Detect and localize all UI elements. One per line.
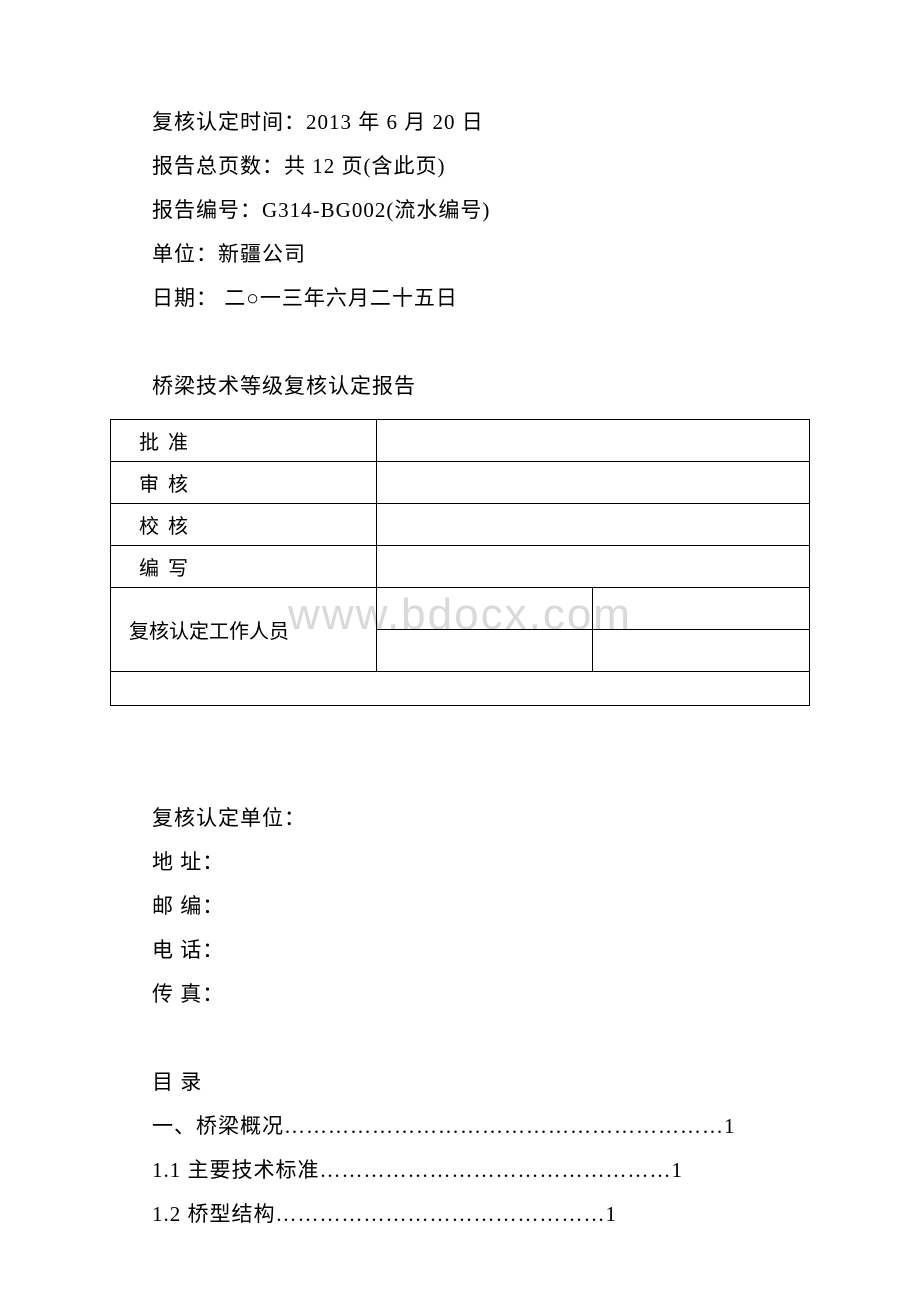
- approval-label-check: 校 核: [111, 503, 377, 545]
- approval-label-staff: 复核认定工作人员: [111, 587, 377, 671]
- table-row: 复核认定工作人员: [111, 587, 810, 629]
- approval-value-review: [376, 461, 809, 503]
- report-no-line: 报告编号：G314-BG002(流水编号): [110, 188, 810, 232]
- approval-value-staff-4: [593, 629, 810, 671]
- toc-title: 目 录: [110, 1060, 810, 1104]
- table-row: [111, 671, 810, 705]
- total-pages-line: 报告总页数：共 12 页(含此页): [110, 144, 810, 188]
- approval-table: 批 准 审 核 校 核 编 写 复核认定工作人员: [110, 419, 810, 706]
- toc-item-1: 一、桥梁概况……………………………………………………1: [110, 1104, 810, 1148]
- info-phone: 电 话：: [110, 928, 810, 972]
- toc-item-2: 1.1 主要技术标准…………………………………………1: [110, 1148, 810, 1192]
- approval-value-staff-2: [593, 587, 810, 629]
- table-row: 校 核: [111, 503, 810, 545]
- approval-value-write: [376, 545, 809, 587]
- date-label: 日期：: [152, 286, 218, 310]
- review-time-line: 复核认定时间：2013 年 6 月 20 日: [110, 100, 810, 144]
- review-time-label: 复核认定时间：: [152, 110, 306, 134]
- table-row: 编 写: [111, 545, 810, 587]
- report-no-label: 报告编号：: [152, 198, 262, 222]
- date-line: 日期： 二○一三年六月二十五日: [110, 276, 810, 320]
- approval-value-check: [376, 503, 809, 545]
- unit-line: 单位：新疆公司: [110, 232, 810, 276]
- unit-label: 单位：: [152, 242, 218, 266]
- info-fax: 传 真：: [110, 972, 810, 1016]
- approval-label-review: 审 核: [111, 461, 377, 503]
- table-row: 批 准: [111, 419, 810, 461]
- approval-label-approve: 批 准: [111, 419, 377, 461]
- info-address: 地 址：: [110, 840, 810, 884]
- approval-value-approve: [376, 419, 809, 461]
- approval-value-staff-1: [376, 587, 593, 629]
- unit-value: 新疆公司: [218, 242, 306, 266]
- approval-value-staff-3: [376, 629, 593, 671]
- approval-empty-row: [111, 671, 810, 705]
- approval-label-write: 编 写: [111, 545, 377, 587]
- toc-item-3: 1.2 桥型结构………………………………………1: [110, 1192, 810, 1236]
- report-no-value: G314-BG002(流水编号): [262, 198, 490, 222]
- table-row: 审 核: [111, 461, 810, 503]
- review-time-value: 2013 年 6 月 20 日: [306, 110, 484, 134]
- date-value: 二○一三年六月二十五日: [218, 286, 458, 310]
- total-pages-label: 报告总页数：: [152, 154, 284, 178]
- total-pages-value: 共 12 页(含此页): [284, 154, 446, 178]
- info-postcode: 邮 编：: [110, 884, 810, 928]
- info-unit: 复核认定单位：: [110, 796, 810, 840]
- report-title: 桥梁技术等级复核认定报告: [110, 364, 810, 408]
